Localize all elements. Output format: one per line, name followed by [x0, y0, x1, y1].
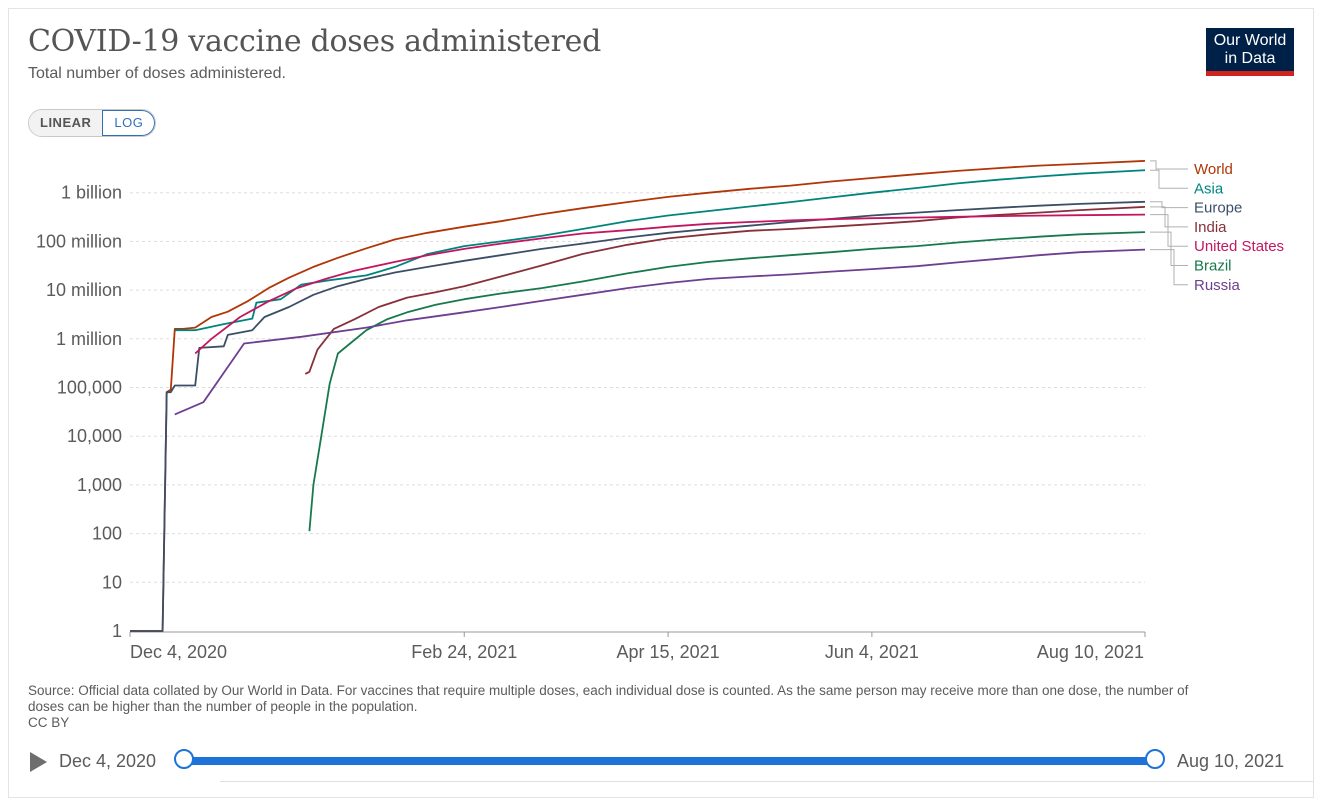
series-line-brazil[interactable] [308, 231, 1146, 532]
y-tick-label: 1,000 [77, 475, 122, 495]
license-text: CC BY [28, 715, 70, 730]
legend-label-united-states[interactable]: United States [1194, 238, 1284, 255]
series-line-united-states[interactable] [194, 213, 1146, 355]
scale-toggle: LINEAR LOG [28, 109, 157, 137]
legend-connector [1150, 169, 1188, 189]
series-line-russia[interactable] [174, 248, 1146, 416]
y-tick-label: 100,000 [57, 378, 122, 398]
tabs-divider [220, 781, 1314, 782]
line-chart: 1 10 100 1,000 10,000 100,000 1 million 10 mill… [36, 160, 1284, 662]
timeline-end-label: Aug 10, 2021 [1177, 751, 1285, 771]
grid-lines [130, 192, 1145, 583]
legend-label-europe[interactable]: Europe [1194, 200, 1242, 217]
y-tick-label: 1 million [56, 329, 122, 349]
chart-frame [8, 8, 1314, 798]
chart-subtitle: Total number of doses administered. [28, 65, 286, 82]
timeline-end-handle[interactable] [1145, 749, 1165, 769]
y-axis: 1 10 100 1,000 10,000 100,000 1 million 10 mill… [36, 183, 122, 641]
chart-title: COVID-19 vaccine doses administered [28, 24, 602, 59]
logo-line-1: Our World [1213, 32, 1287, 49]
logo-line-2: in Data [1224, 50, 1276, 67]
y-tick-label: 100 million [36, 231, 122, 251]
x-tick-label: Aug 10, 2021 [1037, 642, 1144, 662]
x-tick-label: Dec 4, 2020 [130, 642, 227, 662]
y-tick-label: 1 [112, 621, 122, 641]
timeline-start-label: Dec 4, 2020 [59, 751, 157, 771]
timeline-track[interactable] [184, 757, 1155, 765]
play-icon[interactable] [30, 752, 47, 772]
linear-scale-button[interactable]: LINEAR [29, 110, 103, 136]
y-tick-label: 100 [92, 524, 122, 544]
timeline: Dec 4, 2020 Aug 10, 2021 [0, 740, 1322, 787]
legend-connector [1150, 249, 1188, 286]
source-text: Source: Official data collated by Our Wo… [28, 683, 1189, 714]
x-tick-label: Apr 15, 2021 [617, 642, 720, 662]
y-tick-label: 10 million [46, 280, 122, 300]
legend-label-brazil[interactable]: Brazil [1194, 258, 1232, 275]
series-line-world[interactable] [130, 160, 1146, 632]
owid-logo[interactable]: Our World in Data [1206, 28, 1294, 76]
x-tick-label: Feb 24, 2021 [411, 642, 517, 662]
source-note: Source: Official data collated by Our Wo… [28, 683, 1228, 731]
legend: World Asia Europe India United States Brazil R… [1150, 160, 1284, 294]
y-tick-label: 10,000 [67, 426, 122, 446]
y-tick-label: 1 billion [61, 183, 122, 203]
legend-connector [1150, 160, 1188, 170]
log-scale-button[interactable]: LOG [102, 110, 156, 136]
series-line-europe[interactable] [130, 200, 1146, 632]
y-tick-label: 10 [102, 572, 122, 592]
legend-connector [1150, 231, 1188, 266]
x-axis: Dec 4, 2020 Feb 24, 2021 Apr 15, 2021 Jun 4… [129, 631, 1146, 662]
legend-connector [1150, 206, 1188, 228]
series-line-asia[interactable] [174, 169, 1146, 332]
legend-connector [1150, 214, 1188, 247]
legend-label-asia[interactable]: Asia [1194, 180, 1224, 197]
legend-label-russia[interactable]: Russia [1194, 277, 1241, 294]
legend-label-world[interactable]: World [1194, 161, 1233, 178]
series-lines [130, 160, 1146, 632]
x-tick-label: Jun 4, 2021 [825, 642, 919, 662]
timeline-start-handle[interactable] [174, 749, 194, 769]
legend-label-india[interactable]: India [1194, 219, 1227, 236]
legend-connector [1150, 201, 1188, 209]
